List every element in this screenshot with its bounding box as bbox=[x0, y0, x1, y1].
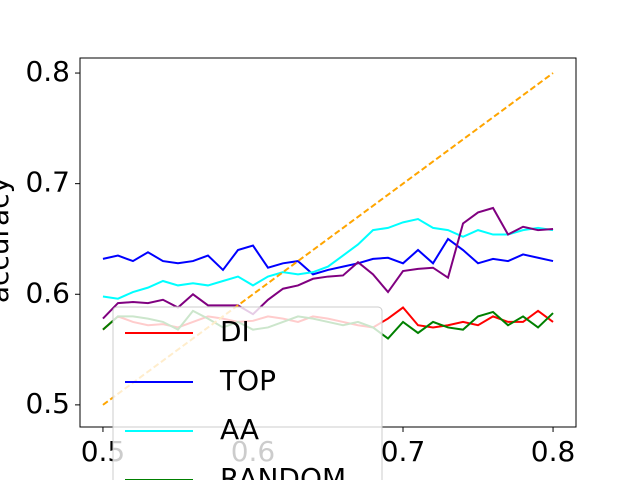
legend-label: TOP bbox=[219, 364, 276, 397]
x-tick-label: 0.8 bbox=[531, 435, 576, 468]
y-tick-label: 0.7 bbox=[25, 166, 70, 199]
y-tick-label: 0.6 bbox=[25, 276, 70, 309]
x-tick-label: 0.7 bbox=[381, 435, 426, 468]
y-tick-label: 0.5 bbox=[25, 387, 70, 420]
legend-label: RANDOM bbox=[220, 462, 346, 480]
legend-label: AA bbox=[220, 413, 259, 446]
series-line bbox=[102, 217, 554, 300]
y-axis-label: accuracy bbox=[0, 177, 15, 303]
series-line bbox=[102, 206, 554, 320]
y-tick-label: 0.8 bbox=[25, 55, 70, 88]
legend-box bbox=[112, 306, 383, 480]
legend-label: DI bbox=[220, 315, 250, 348]
series-line bbox=[102, 237, 554, 276]
